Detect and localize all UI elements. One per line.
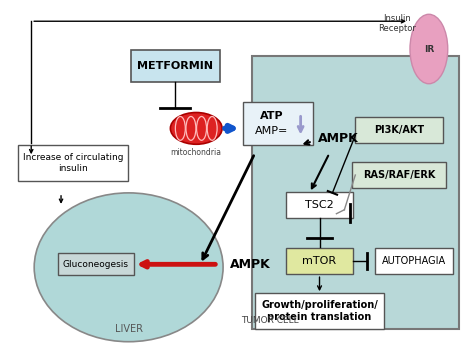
Ellipse shape (34, 193, 223, 342)
Ellipse shape (170, 113, 222, 144)
Text: Insulin
Receptor: Insulin Receptor (378, 13, 416, 33)
FancyBboxPatch shape (252, 56, 459, 329)
FancyBboxPatch shape (286, 248, 353, 274)
Text: IR: IR (424, 44, 434, 54)
Text: AMP=: AMP= (255, 126, 289, 136)
FancyBboxPatch shape (375, 248, 453, 274)
Text: mTOR: mTOR (302, 256, 337, 266)
FancyBboxPatch shape (58, 253, 134, 275)
Text: Growth/proliferation/
protein translation: Growth/proliferation/ protein translatio… (261, 300, 378, 322)
Text: mitochondria: mitochondria (171, 148, 222, 157)
FancyBboxPatch shape (356, 118, 443, 143)
FancyBboxPatch shape (352, 162, 446, 188)
Text: PI3K/AKT: PI3K/AKT (374, 125, 424, 135)
Text: AMPK: AMPK (318, 132, 358, 145)
Text: LIVER: LIVER (115, 324, 143, 334)
Text: ATP: ATP (260, 111, 283, 121)
Text: RAS/RAF/ERK: RAS/RAF/ERK (363, 170, 435, 180)
Text: AMPK: AMPK (230, 258, 271, 271)
FancyBboxPatch shape (255, 293, 384, 329)
Text: Gluconeogesis: Gluconeogesis (63, 260, 129, 269)
FancyBboxPatch shape (243, 102, 312, 145)
FancyBboxPatch shape (18, 145, 128, 181)
Text: Increase of circulating
insulin: Increase of circulating insulin (23, 153, 123, 173)
FancyBboxPatch shape (131, 50, 220, 82)
FancyBboxPatch shape (286, 192, 353, 218)
Ellipse shape (410, 14, 448, 84)
Text: METFORMIN: METFORMIN (137, 61, 213, 71)
Text: TUMOR CELL: TUMOR CELL (241, 316, 299, 326)
Text: TSC2: TSC2 (305, 200, 334, 210)
Text: AUTOPHAGIA: AUTOPHAGIA (382, 256, 446, 266)
